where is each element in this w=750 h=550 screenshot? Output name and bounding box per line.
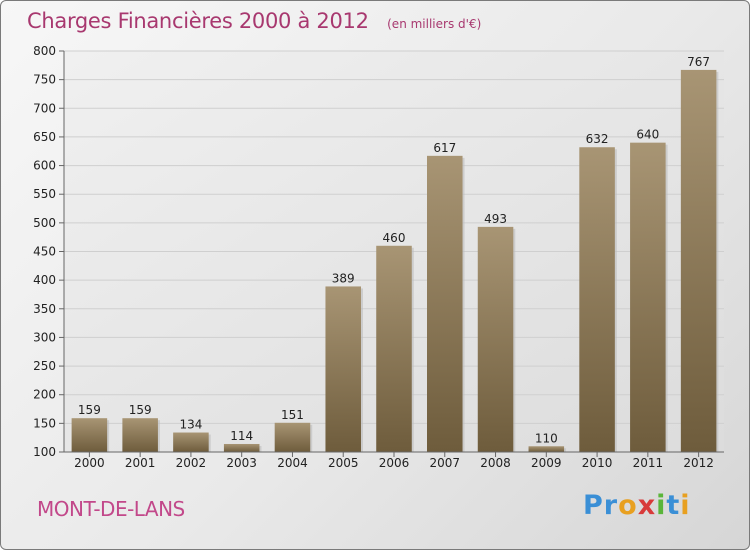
x-tick-label: 2009 <box>531 456 562 470</box>
y-tick-label: 700 <box>33 101 56 115</box>
y-tick-label: 100 <box>33 445 56 459</box>
y-tick-label: 350 <box>33 302 56 316</box>
logo-letter: i <box>680 490 691 521</box>
place-name: MONT-DE-LANS <box>37 497 185 521</box>
x-tick-label: 2002 <box>176 456 207 470</box>
y-tick-label: 250 <box>33 359 56 373</box>
x-tick-label: 2003 <box>226 456 257 470</box>
logo-letter: r <box>603 490 619 521</box>
y-tick-label: 800 <box>33 44 56 58</box>
data-label: 460 <box>383 231 406 245</box>
bar <box>477 226 514 452</box>
proxiti-logo: Proxiti <box>583 490 691 521</box>
data-label: 389 <box>332 271 355 285</box>
data-label: 632 <box>586 132 609 146</box>
x-tick-label: 2000 <box>74 456 105 470</box>
x-tick-label: 2011 <box>633 456 664 470</box>
data-label: 159 <box>129 403 152 417</box>
bar <box>579 147 615 453</box>
y-tick-label: 150 <box>33 416 56 430</box>
y-tick-label: 750 <box>33 73 56 87</box>
x-tick-label: 2008 <box>480 456 511 470</box>
y-tick-label: 650 <box>33 130 56 144</box>
bar <box>71 418 108 452</box>
data-label: 159 <box>78 403 101 417</box>
data-label: 134 <box>179 418 202 432</box>
logo-letter: o <box>618 490 638 521</box>
bar <box>630 142 666 452</box>
logo-letter: x <box>637 490 657 521</box>
y-tick-label: 200 <box>33 388 56 402</box>
x-tick-label: 2012 <box>683 456 714 470</box>
title-row: Charges Financières 2000 à 2012 (en mill… <box>27 9 481 33</box>
bar <box>274 422 311 452</box>
data-label: 767 <box>687 55 710 69</box>
data-label: 617 <box>433 141 456 155</box>
chart-unit: (en milliers d'€) <box>387 17 482 31</box>
data-label: 640 <box>636 128 659 142</box>
bar <box>173 432 209 452</box>
bar <box>376 245 412 452</box>
bar <box>680 69 717 452</box>
data-label: 114 <box>230 429 253 443</box>
x-tick-label: 2010 <box>582 456 613 470</box>
y-tick-label: 300 <box>33 330 56 344</box>
data-label: 110 <box>535 431 558 445</box>
x-tick-label: 2007 <box>429 456 460 470</box>
x-tick-label: 2006 <box>379 456 410 470</box>
bar <box>325 286 361 452</box>
data-label: 493 <box>484 212 507 226</box>
x-tick-label: 2005 <box>328 456 359 470</box>
data-label: 151 <box>281 408 304 422</box>
x-tick-label: 2001 <box>125 456 156 470</box>
y-tick-label: 600 <box>33 159 56 173</box>
y-tick-label: 550 <box>33 187 56 201</box>
y-tick-label: 450 <box>33 245 56 259</box>
bar <box>223 443 260 452</box>
x-tick-label: 2004 <box>277 456 308 470</box>
logo-letter: P <box>583 490 604 521</box>
logo-letter: t <box>666 490 681 521</box>
y-tick-label: 400 <box>33 273 56 287</box>
y-tick-label: 500 <box>33 216 56 230</box>
logo-letter: i <box>656 490 667 521</box>
bar <box>528 446 565 452</box>
chart-title: Charges Financières 2000 à 2012 <box>27 9 369 33</box>
bar <box>427 155 463 452</box>
bar <box>122 418 158 452</box>
